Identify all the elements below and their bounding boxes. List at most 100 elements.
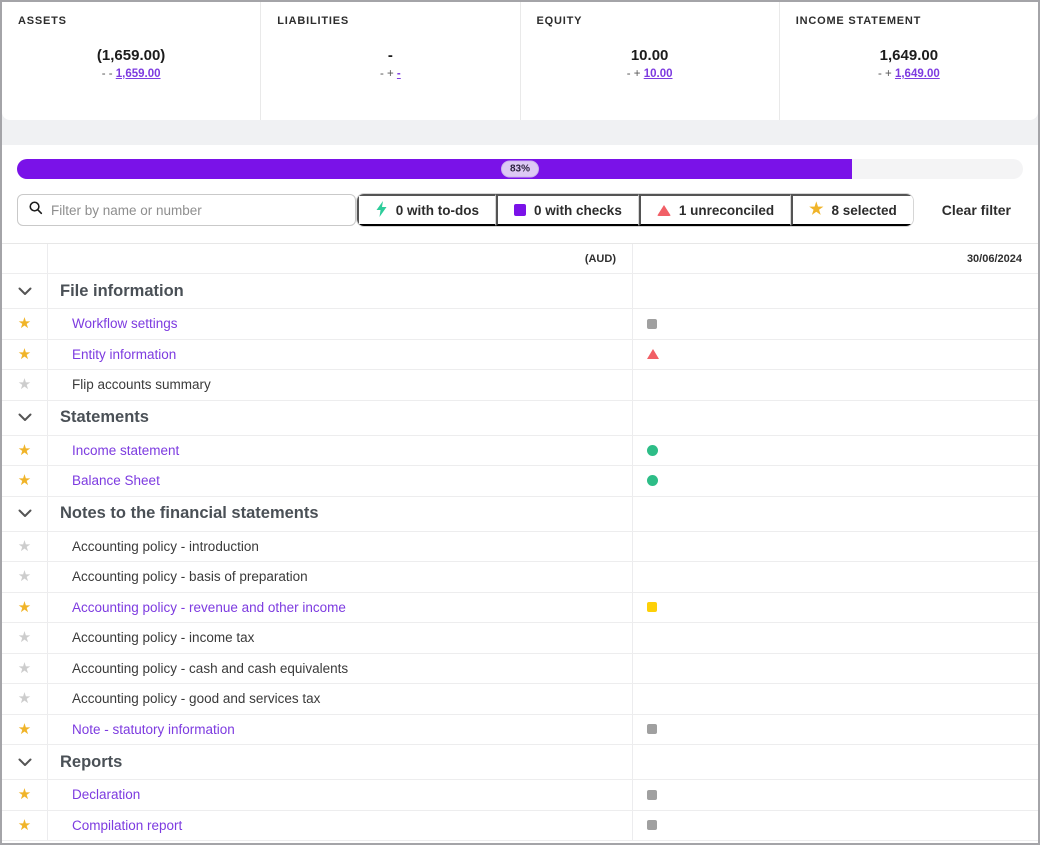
summary-card-breakdown: - + 10.00 — [537, 68, 763, 80]
table-row[interactable]: ★ Balance Sheet — [2, 466, 1038, 497]
star-icon-filled[interactable]: ★ — [17, 315, 32, 333]
document-name[interactable]: Income statement — [48, 435, 633, 465]
warning-triangle-icon — [656, 204, 671, 216]
lightning-icon — [375, 200, 388, 220]
document-name: Accounting policy - introduction — [48, 531, 633, 561]
summary-card-value: - — [387, 47, 393, 64]
document-name: Accounting policy - basis of preparation — [48, 562, 633, 592]
breakdown-prefix: - - — [101, 68, 113, 80]
status-cell — [633, 602, 1038, 613]
filter-button-group: 0 with to-dos 0 with checks 1 unreconciled… — [355, 193, 914, 227]
progress-percent-badge: 83% — [500, 160, 540, 178]
star-icon-filled[interactable]: ★ — [17, 441, 32, 459]
section-title: Statements — [48, 400, 633, 435]
star-icon-filled[interactable]: ★ — [17, 472, 32, 490]
star-icon-empty[interactable]: ★ — [17, 376, 32, 394]
document-name: Accounting policy - good and services ta… — [48, 684, 633, 714]
status-gray-square-icon — [647, 318, 657, 329]
status-cell — [633, 820, 1038, 831]
filter-button-unreconciled[interactable]: 1 unreconciled — [638, 194, 792, 226]
status-cell — [633, 475, 1038, 487]
star-icon-filled[interactable]: ★ — [17, 598, 32, 616]
table-row[interactable]: ★ Entity information — [2, 339, 1038, 370]
star-cell: ★ — [2, 810, 48, 840]
star-icon-empty[interactable]: ★ — [17, 537, 32, 555]
summary-card-breakdown: - - 1,659.00 — [18, 68, 244, 80]
status-gray-square-icon — [647, 724, 657, 735]
filter-button-label: 0 with checks — [534, 202, 622, 218]
table-row[interactable]: ★ Flip accounts summary — [2, 370, 1038, 401]
breakdown-prefix: - + — [878, 68, 892, 80]
collapse-cell — [2, 274, 48, 308]
header-star-cell — [2, 244, 48, 273]
table-row[interactable]: ★ Declaration — [2, 780, 1038, 811]
table-row[interactable]: ★ Compilation report — [2, 810, 1038, 841]
filter-button-label: 8 selected — [831, 202, 897, 218]
star-cell: ★ — [2, 531, 48, 561]
status-red-triangle-icon — [647, 349, 659, 360]
summary-cards: ASSETS (1,659.00) - - 1,659.00 LIABILITIES -… — [2, 2, 1038, 120]
star-cell: ★ — [2, 623, 48, 653]
summary-card-assets: ASSETS (1,659.00) - - 1,659.00 — [2, 2, 262, 120]
star-icon-filled[interactable]: ★ — [17, 345, 32, 363]
collapse-cell — [2, 400, 48, 435]
status-yellow-square-icon — [647, 602, 657, 613]
star-icon-empty[interactable]: ★ — [17, 690, 32, 708]
star-icon-empty[interactable]: ★ — [17, 568, 32, 586]
filter-button-label: 1 unreconciled — [678, 202, 775, 218]
filter-button-checks[interactable]: 0 with checks — [496, 194, 639, 226]
currency-header: (AUD) — [48, 244, 633, 273]
table-row[interactable]: ★ Accounting policy - cash and cash equiv… — [2, 653, 1038, 684]
table-row[interactable]: ★ Income statement — [2, 435, 1038, 466]
document-name: Accounting policy - income tax — [48, 623, 633, 653]
summary-card-title: LIABILITIES — [277, 15, 349, 27]
table-row[interactable]: ★ Accounting policy - income tax — [2, 623, 1038, 654]
filter-button-todos[interactable]: 0 with to-dos — [356, 194, 497, 226]
document-name[interactable]: Accounting policy - revenue and other in… — [48, 592, 633, 622]
document-name[interactable]: Declaration — [48, 780, 633, 810]
table-row[interactable]: ★ Accounting policy - introduction — [2, 531, 1038, 562]
status-cell — [633, 318, 1038, 329]
status-gray-square-icon — [647, 820, 657, 831]
filter-button-label: 0 with to-dos — [395, 202, 480, 218]
star-icon-filled[interactable]: ★ — [17, 816, 32, 834]
filter-right: 0 with to-dos 0 with checks 1 unreconciled… — [355, 193, 1023, 227]
documents-table: (AUD) 30/06/2024 File information ★ Workfl… — [2, 243, 1038, 843]
section-row: Reports — [2, 745, 1038, 780]
star-cell: ★ — [2, 370, 48, 400]
chevron-down-icon[interactable] — [18, 287, 32, 296]
breakdown-link[interactable]: - — [396, 68, 401, 80]
table-row[interactable]: ★ Accounting policy - good and services t… — [2, 684, 1038, 715]
chevron-down-icon[interactable] — [18, 509, 32, 518]
table-row[interactable]: ★ Note - statutory information — [2, 714, 1038, 745]
document-name[interactable]: Compilation report — [48, 810, 633, 840]
filter-button-selected[interactable]: ★ 8 selected — [791, 194, 913, 226]
breakdown-link[interactable]: 10.00 — [643, 68, 673, 80]
chevron-down-icon[interactable] — [18, 758, 32, 767]
table-row[interactable]: ★ Accounting policy - revenue and other i… — [2, 592, 1038, 623]
clear-filter-button[interactable]: Clear filter — [941, 202, 1011, 218]
summary-card-liabilities: LIABILITIES - - + - — [261, 2, 521, 120]
table-row[interactable]: ★ Accounting policy - basis of preparatio… — [2, 562, 1038, 593]
document-name[interactable]: Note - statutory information — [48, 714, 633, 744]
document-name: Accounting policy - cash and cash equiva… — [48, 653, 633, 683]
breakdown-link[interactable]: 1,659.00 — [115, 68, 161, 80]
search-input[interactable] — [51, 202, 345, 218]
star-icon-filled[interactable]: ★ — [17, 786, 32, 804]
summary-card-title: INCOME STATEMENT — [795, 15, 922, 27]
breakdown-link[interactable]: 1,649.00 — [894, 68, 940, 80]
star-icon-empty[interactable]: ★ — [17, 659, 32, 677]
document-name[interactable]: Entity information — [48, 339, 633, 369]
table-row[interactable]: ★ Workflow settings — [2, 309, 1038, 340]
document-name[interactable]: Workflow settings — [48, 309, 633, 339]
table-header-row: (AUD) 30/06/2024 — [2, 244, 1038, 274]
chevron-down-icon[interactable] — [18, 413, 32, 422]
progress-bar: 83% — [17, 159, 1023, 179]
star-icon-empty[interactable]: ★ — [17, 629, 32, 647]
section-gap — [2, 120, 1038, 145]
star-cell: ★ — [2, 592, 48, 622]
star-icon-filled[interactable]: ★ — [17, 720, 32, 738]
search-input-wrap[interactable] — [17, 194, 356, 226]
document-name[interactable]: Balance Sheet — [48, 466, 633, 496]
